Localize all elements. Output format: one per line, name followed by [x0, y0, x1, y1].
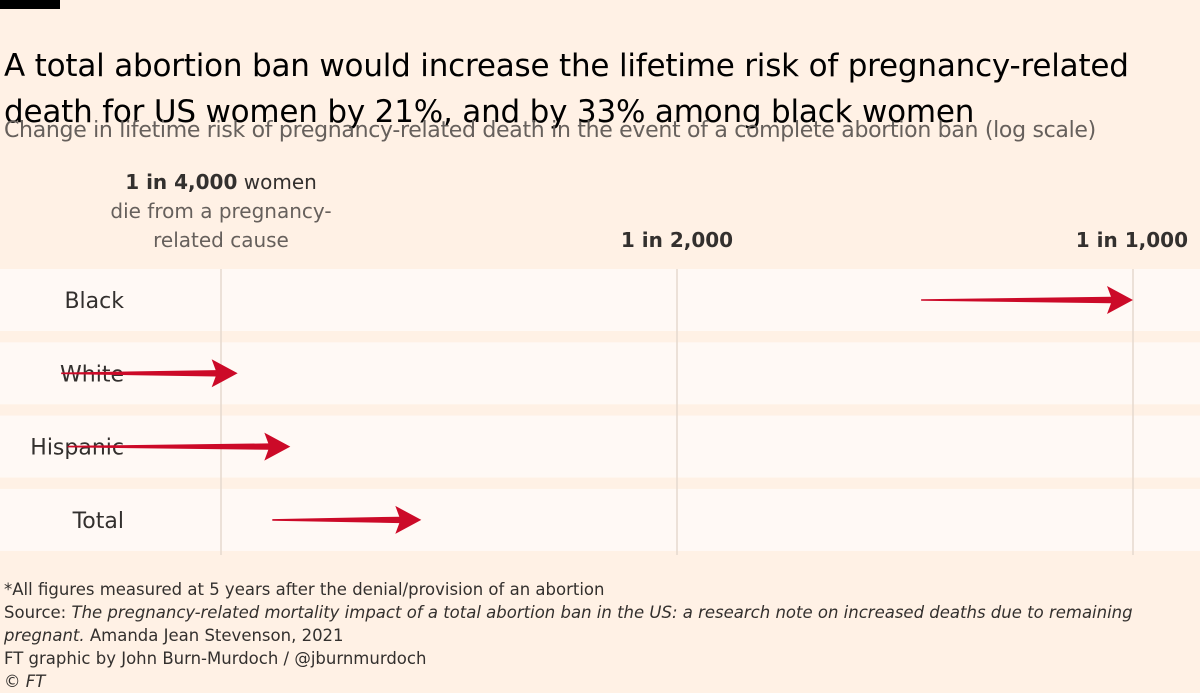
row-label: Black [64, 289, 124, 314]
row-label: Hispanic [30, 436, 124, 461]
arrow-chart: 1 in 4,000 women die from a pregnancy-rel… [0, 170, 1200, 555]
footnote-credit: FT graphic by John Burn-Murdoch / @jburn… [4, 649, 427, 668]
arrow-white [61, 359, 238, 388]
ft-top-rule [0, 0, 60, 9]
arrow-hispanic [67, 432, 291, 461]
x-tick-label-value: 1 in 1,000 [1076, 228, 1188, 252]
row-band [0, 488, 1200, 551]
footnotes: *All figures measured at 5 years after t… [4, 578, 1194, 693]
x-tick-label-unit: women [237, 170, 316, 194]
x-tick-label: 1 in 2,000 [621, 228, 733, 252]
footnote-note: *All figures measured at 5 years after t… [4, 580, 605, 599]
footnote-copyright: © FT [4, 672, 46, 691]
x-tick-label: 1 in 1,000 [1076, 228, 1188, 252]
chart-title: A total abortion ban would increase the … [4, 47, 1129, 130]
footnote-source: Source: The pregnancy-related mortality … [4, 601, 1194, 647]
chart-subtitle: Change in lifetime risk of pregnancy-rel… [4, 118, 1096, 143]
arrow-total [272, 505, 422, 534]
x-tick-label-value: 1 in 2,000 [621, 228, 733, 252]
x-tick-label-note: die from a pregnancy- [110, 199, 331, 223]
row-label: Total [72, 509, 124, 534]
source-suffix: Amanda Jean Stevenson, 2021 [84, 626, 344, 645]
arrow-black [921, 286, 1133, 314]
source-prefix: Source: [4, 603, 72, 622]
x-tick-label: 1 in 4,000 women [125, 170, 317, 194]
source-title: The pregnancy-related mortality impact o… [4, 603, 1133, 645]
x-tick-label-value: 1 in 4,000 [125, 170, 237, 194]
x-tick-label-note: related cause [153, 228, 289, 252]
